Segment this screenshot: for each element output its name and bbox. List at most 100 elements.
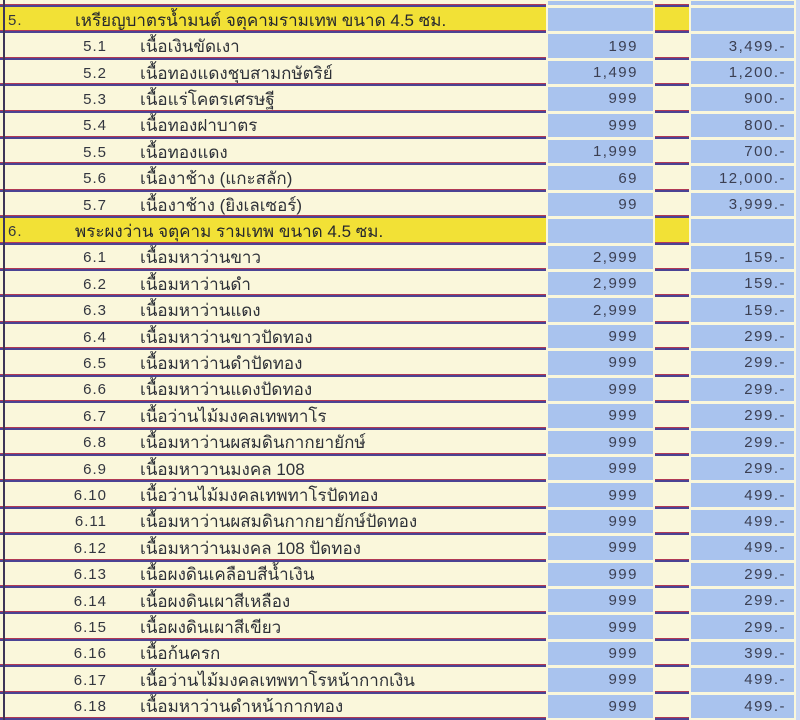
column-gap [655, 562, 689, 589]
qty-cell [546, 7, 655, 33]
price-cell: 299.- [689, 324, 796, 350]
item-main: 5.5 เนื้อทองแดง [0, 139, 546, 166]
column-gap [655, 245, 689, 272]
section-number: 5. [8, 11, 23, 29]
section-title: พระผงว่าน จตุคาม รามเทพ ขนาด 4.5 ซม. [75, 221, 384, 241]
table-row: 6.5 เนื้อมหาว่านดำปัดทอง 999 299.- [0, 350, 800, 378]
item-main: 5.2 เนื้อทองแดงชุบสามกษัตริย์ [0, 60, 546, 87]
price-cell: 399.- [689, 641, 796, 667]
item-number: 5.5 [83, 143, 107, 161]
item-qty: 2,999 [548, 272, 653, 296]
item-main: 6.14 เนื้อผงดินเผาสีเหลือง [0, 588, 546, 615]
sheet-right-edge [796, 587, 800, 615]
item-number: 5.6 [83, 170, 107, 188]
item-price: 299.- [691, 588, 794, 613]
price-cell [689, 218, 796, 244]
section-title: เหรียญบาตรน้ำมนต์ จตุคามรามเทพ ขนาด 4.5 … [75, 10, 447, 30]
section-header-main: 5. เหรียญบาตรน้ำมนต์ จตุคามรามเทพ ขนาด 4… [0, 7, 546, 34]
column-gap [655, 588, 689, 615]
sheet-right-edge [796, 614, 800, 641]
table-row: 6.15 เนื้อผงดินเผาสีเขียว 999 299.- [0, 614, 800, 642]
table-row: 5.2 เนื้อทองแดงชุบสามกษัตริย์ 1,499 1,20… [0, 59, 800, 87]
item-qty: 1,499 [548, 60, 653, 85]
item-main: 6.9 เนื้อมหาวานมงคล 108 [0, 456, 546, 483]
column-gap [655, 139, 689, 166]
item-main: 5.4 เนื้อทองฝาบาตร [0, 113, 546, 140]
price-cell-fill [691, 8, 794, 32]
qty-cell: 69 [546, 165, 655, 191]
column-gap [655, 482, 689, 510]
item-number: 6.7 [83, 407, 107, 425]
price-cell: 159.- [689, 245, 796, 271]
price-cell: 800.- [689, 113, 796, 139]
sheet-right-edge [796, 508, 800, 536]
sheet-right-edge [796, 693, 800, 720]
qty-cell: 2,999 [546, 271, 655, 297]
qty-cell: 2,999 [546, 245, 655, 271]
sheet-right-edge [796, 561, 800, 588]
price-cell: 499.- [689, 694, 796, 720]
sheet-right-edge [796, 640, 800, 668]
qty-cell: 999 [546, 324, 655, 350]
item-qty: 69 [548, 166, 653, 190]
item-qty: 999 [548, 430, 653, 454]
item-main: 5.1 เนื้อเงินขัดเงา [0, 33, 546, 61]
price-cell: 12,000.- [689, 165, 796, 191]
item-number: 5.2 [83, 64, 107, 82]
item-price: 399.- [691, 641, 794, 666]
column-gap [655, 60, 689, 87]
column-gap [655, 377, 689, 404]
table-row: 6.3 เนื้อมหาว่านแดง 2,999 159.- [0, 297, 800, 325]
item-main [0, 0, 546, 7]
item-price: 159.- [691, 272, 794, 296]
qty-cell: 999 [546, 350, 655, 376]
item-name: เนื้อมหาว่านดำหน้ากากทอง [140, 697, 344, 717]
item-name: เนื้อทองฝาบาตร [140, 116, 258, 136]
item-name: เนื้องาช้าง (ยิงเลเซอร์) [140, 195, 303, 215]
item-qty: 199 [548, 34, 653, 58]
item-price: 12,000.- [691, 166, 794, 190]
item-main: 6.12 เนื้อมหาว่านมงคล 108 ปัดทอง [0, 535, 546, 562]
table-row: 5.4 เนื้อทองฝาบาตร 999 800.- [0, 112, 800, 140]
item-name: เนื้อมหาว่านแดง [140, 301, 261, 321]
price-cell: 1,200.- [689, 60, 796, 86]
table-row: 6.12 เนื้อมหาว่านมงคล 108 ปัดทอง 999 499… [0, 535, 800, 562]
item-main: 6.5 เนื้อมหาว่านดำปัดทอง [0, 350, 546, 378]
item-qty: 999 [548, 536, 653, 560]
section-header-row: 5. เหรียญบาตรน้ำมนต์ จตุคามรามเทพ ขนาด 4… [0, 7, 800, 34]
table-row: 6.6 เนื้อมหาว่านแดงปัดทอง 999 299.- [0, 376, 800, 404]
item-number: 6.11 [74, 513, 107, 531]
item-qty: 999 [548, 483, 653, 507]
table-row: 6.8 เนื้อมหาว่านผสมดินกากยายักษ์ 999 299… [0, 429, 800, 457]
item-price: 499.- [691, 483, 794, 507]
item-price: 900.- [691, 87, 794, 111]
item-price: 299.- [691, 430, 794, 454]
item-name: เนื้อผงดินเผาสีเหลือง [140, 591, 291, 611]
item-qty: 999 [548, 562, 653, 586]
item-main: 6.16 เนื้อก้นครก [0, 641, 546, 668]
item-qty: 2,999 [548, 245, 653, 270]
price-cell [689, 0, 796, 7]
table-row: 6.4 เนื้อมหาว่านขาวปัดทอง 999 299.- [0, 323, 800, 351]
sheet-right-edge [796, 112, 800, 140]
table-row: 6.13 เนื้อผงดินเคลือบสีน้ำเงิน 999 299.- [0, 561, 800, 589]
item-price: 499.- [691, 509, 794, 534]
item-name: เนื้อแร่โคตรเศรษฐี [140, 89, 275, 109]
price-cell: 499.- [689, 535, 796, 561]
item-name: เนื้อก้นครก [140, 644, 221, 664]
item-main: 5.6 เนื้องาช้าง (แกะสลัก) [0, 165, 546, 193]
price-cell: 700.- [689, 139, 796, 165]
item-main: 5.7 เนื้องาช้าง (ยิงเลเซอร์) [0, 192, 546, 219]
table-row-clipped [0, 0, 800, 7]
sheet-right-edge [796, 7, 800, 34]
price-cell: 499.- [689, 509, 796, 535]
item-name: เนื้อผงดินเผาสีเขียว [140, 618, 282, 638]
item-price: 299.- [691, 324, 794, 349]
table-row: 5.7 เนื้องาช้าง (ยิงเลเซอร์) 99 3,999.- [0, 191, 800, 219]
section-number: 6. [8, 222, 23, 240]
item-qty: 999 [548, 641, 653, 666]
price-cell: 299.- [689, 614, 796, 640]
sheet-right-edge [796, 297, 800, 324]
item-price: 299.- [691, 351, 794, 375]
